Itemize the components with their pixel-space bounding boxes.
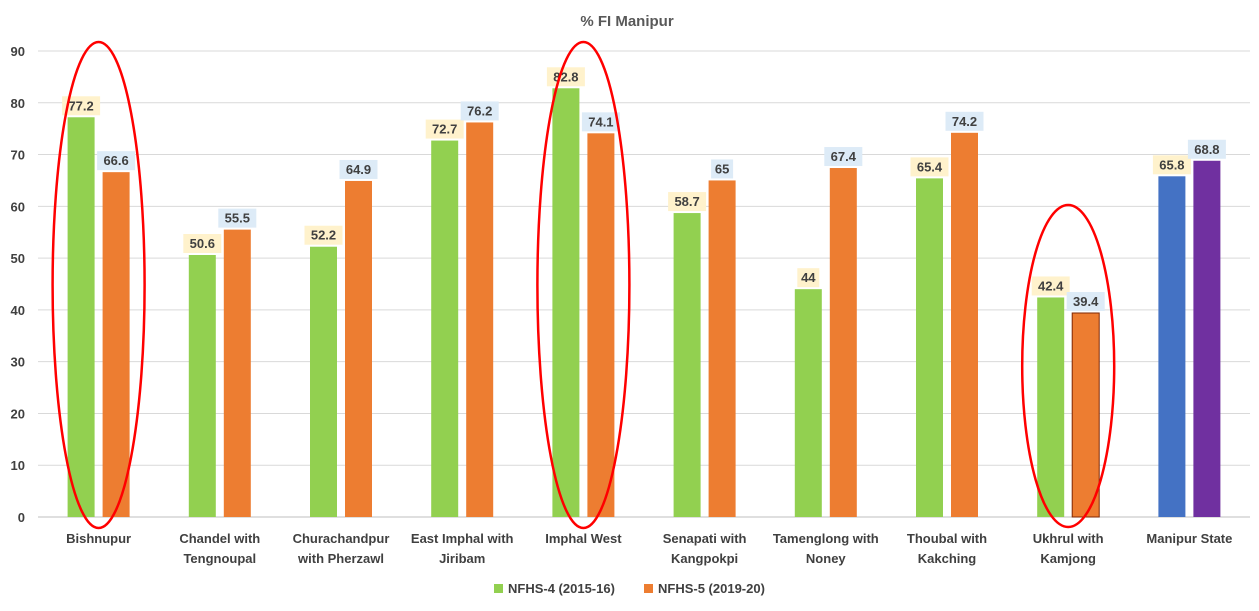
y-tick-label: 70	[11, 148, 25, 163]
bar	[1158, 176, 1186, 517]
data-label-background	[910, 157, 949, 177]
legend-label: NFHS-5 (2019-20)	[658, 581, 765, 596]
x-tick-label: Churachandpur with Pherzawl	[293, 531, 390, 566]
x-tick-label: Tamenglong with Noney	[773, 531, 879, 566]
legend-swatch	[644, 584, 653, 593]
data-label-background	[1066, 291, 1105, 311]
data-label-background	[824, 147, 863, 167]
x-tick-label: Chandel with Tengnoupal	[179, 531, 260, 566]
data-label: 74.1	[588, 114, 613, 129]
bar	[431, 140, 459, 517]
y-tick-label: 20	[11, 406, 25, 421]
bar	[310, 246, 337, 517]
data-labels: 77.266.650.655.552.264.972.776.282.874.1…	[62, 67, 1226, 311]
data-label: 58.7	[674, 194, 699, 209]
data-label: 44	[801, 270, 816, 285]
y-tick-label: 90	[11, 44, 25, 59]
bar	[345, 180, 372, 517]
bar	[708, 180, 736, 517]
data-label-background	[218, 208, 257, 228]
data-label-background	[97, 151, 136, 171]
bar	[552, 88, 580, 517]
bar	[102, 172, 130, 517]
highlight-ellipse	[51, 40, 146, 530]
data-label: 52.2	[311, 228, 336, 243]
y-tick-label: 80	[11, 96, 25, 111]
legend-swatch	[494, 584, 503, 593]
data-label-background	[460, 101, 499, 121]
data-label-background	[1031, 276, 1070, 296]
bar	[223, 229, 251, 517]
x-tick-label: Ukhrul with Kamjong	[1033, 531, 1104, 566]
data-label-background	[183, 234, 222, 254]
highlight-ellipses	[51, 40, 1116, 530]
bar	[794, 289, 822, 517]
data-label-background	[1152, 155, 1191, 175]
data-label: 42.4	[1038, 278, 1064, 293]
data-label: 50.6	[190, 236, 215, 251]
data-label-background	[425, 119, 464, 139]
data-label-background	[304, 225, 343, 245]
y-tick-label: 40	[11, 303, 25, 318]
data-label-background	[581, 112, 620, 132]
data-label-background	[1187, 139, 1226, 159]
bar	[1193, 160, 1221, 517]
bar	[673, 213, 701, 517]
x-tick-label: Manipur State	[1146, 531, 1232, 546]
data-label-background	[711, 159, 734, 179]
y-tick-label: 60	[11, 199, 25, 214]
data-label-background	[339, 159, 378, 179]
x-tick-label: Bishnupur	[66, 531, 131, 546]
highlight-ellipse	[536, 40, 631, 530]
highlight-ellipse	[1020, 203, 1116, 529]
bar	[1037, 297, 1065, 517]
y-tick-label: 50	[11, 251, 25, 266]
data-label: 65	[715, 161, 729, 176]
data-label-background	[546, 67, 585, 87]
x-tick-label: Thoubal with Kakching	[907, 531, 987, 566]
y-tick-label: 0	[18, 510, 25, 525]
bar	[466, 122, 494, 517]
bar	[67, 117, 95, 517]
data-label: 55.5	[225, 211, 250, 226]
y-axis-ticks: 0 10 20 30 40 50 60 70 80 90	[11, 44, 25, 525]
x-tick-label: East Imphal with Jiribam	[411, 531, 514, 566]
legend: NFHS-4 (2015-16) NFHS-5 (2019-20)	[494, 581, 765, 596]
x-tick-label: Senapati with Kangpokpi	[663, 531, 747, 566]
x-tick-label: Imphal West	[545, 531, 622, 546]
data-label: 76.2	[467, 103, 492, 118]
data-label: 74.2	[952, 114, 977, 129]
bar	[916, 178, 943, 517]
data-label-background	[945, 111, 984, 131]
bar	[587, 133, 615, 517]
data-label-background	[62, 96, 101, 116]
data-label: 72.7	[432, 122, 457, 137]
data-label: 65.4	[917, 159, 943, 174]
bar	[951, 132, 978, 517]
bar	[188, 255, 216, 517]
data-label-background	[797, 268, 820, 288]
chart-title: % FI Manipur	[580, 13, 673, 30]
x-axis-ticks: Bishnupur Chandel with Tengnoupal Churachan…	[66, 531, 1232, 566]
data-label: 64.9	[346, 162, 371, 177]
data-label: 68.8	[1194, 142, 1219, 157]
data-label-background	[668, 192, 707, 212]
data-label: 67.4	[831, 149, 857, 164]
y-tick-label: 30	[11, 355, 25, 370]
data-label: 39.4	[1073, 294, 1099, 309]
y-tick-label: 10	[11, 458, 25, 473]
data-label: 66.6	[103, 153, 128, 168]
bars	[67, 88, 1221, 518]
legend-label: NFHS-4 (2015-16)	[508, 581, 615, 596]
bar	[1072, 312, 1100, 517]
data-label: 65.8	[1159, 157, 1184, 172]
bar	[829, 168, 857, 518]
data-label: 77.2	[68, 98, 93, 113]
